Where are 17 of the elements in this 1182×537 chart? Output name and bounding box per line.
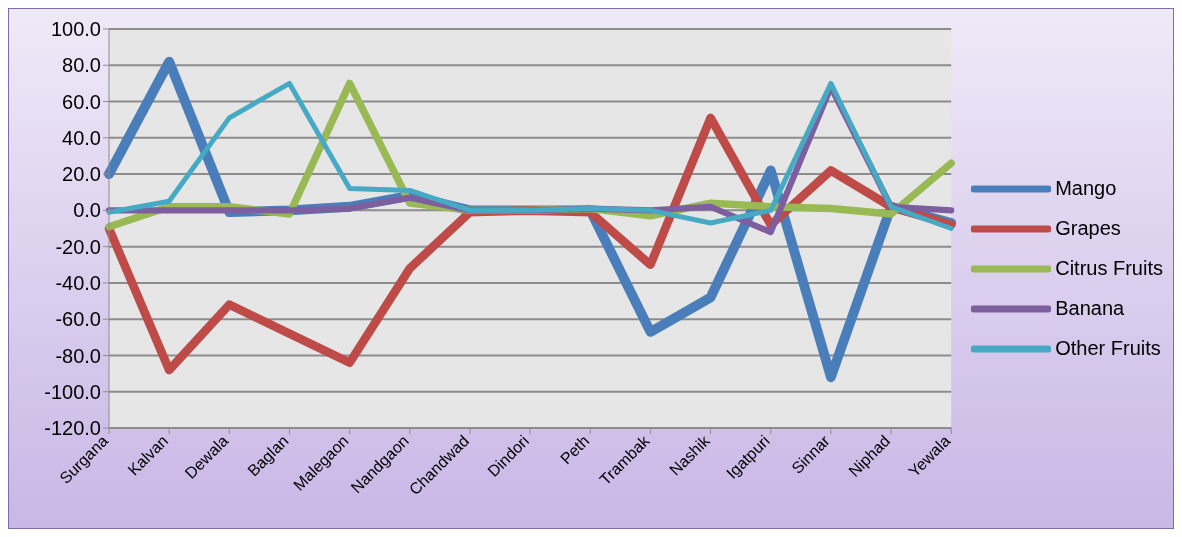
- y-tick-label: -80.0: [55, 344, 101, 367]
- y-tick-label: -40.0: [55, 272, 101, 295]
- y-tick-label: 0.0: [73, 199, 101, 222]
- y-tick-label: 100.0: [50, 18, 101, 41]
- y-tick-label: 80.0: [62, 54, 101, 77]
- legend-label: Citrus Fruits: [1055, 257, 1163, 280]
- y-tick-label: 20.0: [62, 163, 101, 186]
- y-tick-label: -20.0: [55, 235, 101, 258]
- y-tick-label: -60.0: [55, 308, 101, 331]
- legend-label: Grapes: [1055, 217, 1121, 240]
- y-tick-label: 60.0: [62, 90, 101, 113]
- y-tick-label: -100.0: [44, 380, 101, 403]
- legend-label: Banana: [1055, 297, 1125, 320]
- legend-label: Other Fruits: [1055, 337, 1161, 360]
- y-tick-label: 40.0: [62, 126, 101, 149]
- x-tick-label: Peth: [557, 432, 593, 468]
- legend-label: Mango: [1055, 177, 1117, 200]
